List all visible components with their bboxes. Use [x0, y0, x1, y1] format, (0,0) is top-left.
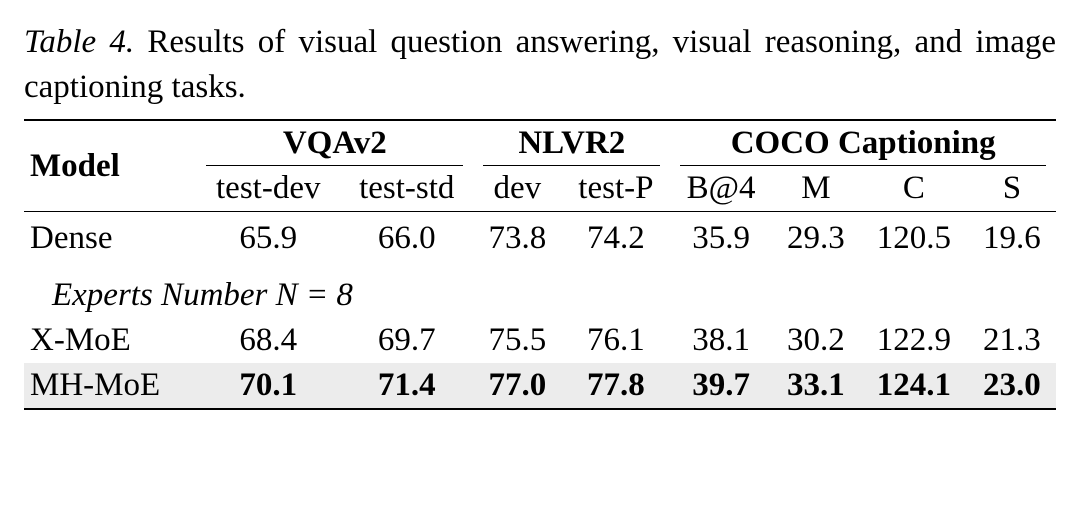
- mhmoe-coco-m: 33.1: [772, 363, 860, 409]
- table-caption: Table 4. Results of visual question answ…: [24, 20, 1056, 109]
- xmoe-coco-b4: 38.1: [670, 318, 771, 363]
- sub-coco-c: C: [860, 166, 968, 212]
- mhmoe-vqa-testdev: 70.1: [196, 363, 340, 409]
- sub-coco-m: M: [772, 166, 860, 212]
- section-label: Experts Number N = 8: [24, 267, 1056, 318]
- mhmoe-coco-s: 23.0: [968, 363, 1056, 409]
- xmoe-vqa-testdev: 68.4: [196, 318, 340, 363]
- xmoe-coco-s: 21.3: [968, 318, 1056, 363]
- mhmoe-coco-c: 124.1: [860, 363, 968, 409]
- caption-text: Results of visual question answering, vi…: [24, 24, 1056, 105]
- dense-nlvr-dev: 73.8: [473, 212, 561, 268]
- table-number: Table 4.: [24, 24, 134, 60]
- mhmoe-nlvr-dev: 77.0: [473, 363, 561, 409]
- section-row: Experts Number N = 8: [24, 267, 1056, 318]
- dense-coco-m: 29.3: [772, 212, 860, 268]
- model-dense: Dense: [24, 212, 196, 268]
- table-row: X-MoE 68.4 69.7 75.5 76.1 38.1 30.2 122.…: [24, 318, 1056, 363]
- sub-coco-s: S: [968, 166, 1056, 212]
- sub-nlvr-dev: dev: [473, 166, 561, 212]
- dense-coco-s: 19.6: [968, 212, 1056, 268]
- dense-vqa-testdev: 65.9: [196, 212, 340, 268]
- group-nlvr: NLVR2: [473, 120, 670, 166]
- table-row: MH-MoE 70.1 71.4 77.0 77.8 39.7 33.1 124…: [24, 363, 1056, 409]
- dense-coco-c: 120.5: [860, 212, 968, 268]
- mhmoe-nlvr-testp: 77.8: [561, 363, 670, 409]
- group-coco: COCO Captioning: [670, 120, 1056, 166]
- mhmoe-coco-b4: 39.7: [670, 363, 771, 409]
- dense-nlvr-testp: 74.2: [561, 212, 670, 268]
- model-mhmoe: MH-MoE: [24, 363, 196, 409]
- model-xmoe: X-MoE: [24, 318, 196, 363]
- model-header: Model: [24, 120, 196, 212]
- xmoe-nlvr-testp: 76.1: [561, 318, 670, 363]
- dense-vqa-teststd: 66.0: [340, 212, 473, 268]
- sub-vqa-testdev: test-dev: [196, 166, 340, 212]
- dense-coco-b4: 35.9: [670, 212, 771, 268]
- xmoe-coco-c: 122.9: [860, 318, 968, 363]
- xmoe-nlvr-dev: 75.5: [473, 318, 561, 363]
- results-table: Model VQAv2 NLVR2 COCO Captioning test-d…: [24, 119, 1056, 410]
- sub-coco-b4: B@4: [670, 166, 771, 212]
- sub-nlvr-testp: test-P: [561, 166, 670, 212]
- table-row: Dense 65.9 66.0 73.8 74.2 35.9 29.3 120.…: [24, 212, 1056, 268]
- group-vqa: VQAv2: [196, 120, 473, 166]
- xmoe-coco-m: 30.2: [772, 318, 860, 363]
- header-row-1: Model VQAv2 NLVR2 COCO Captioning: [24, 120, 1056, 166]
- xmoe-vqa-teststd: 69.7: [340, 318, 473, 363]
- mhmoe-vqa-teststd: 71.4: [340, 363, 473, 409]
- sub-vqa-teststd: test-std: [340, 166, 473, 212]
